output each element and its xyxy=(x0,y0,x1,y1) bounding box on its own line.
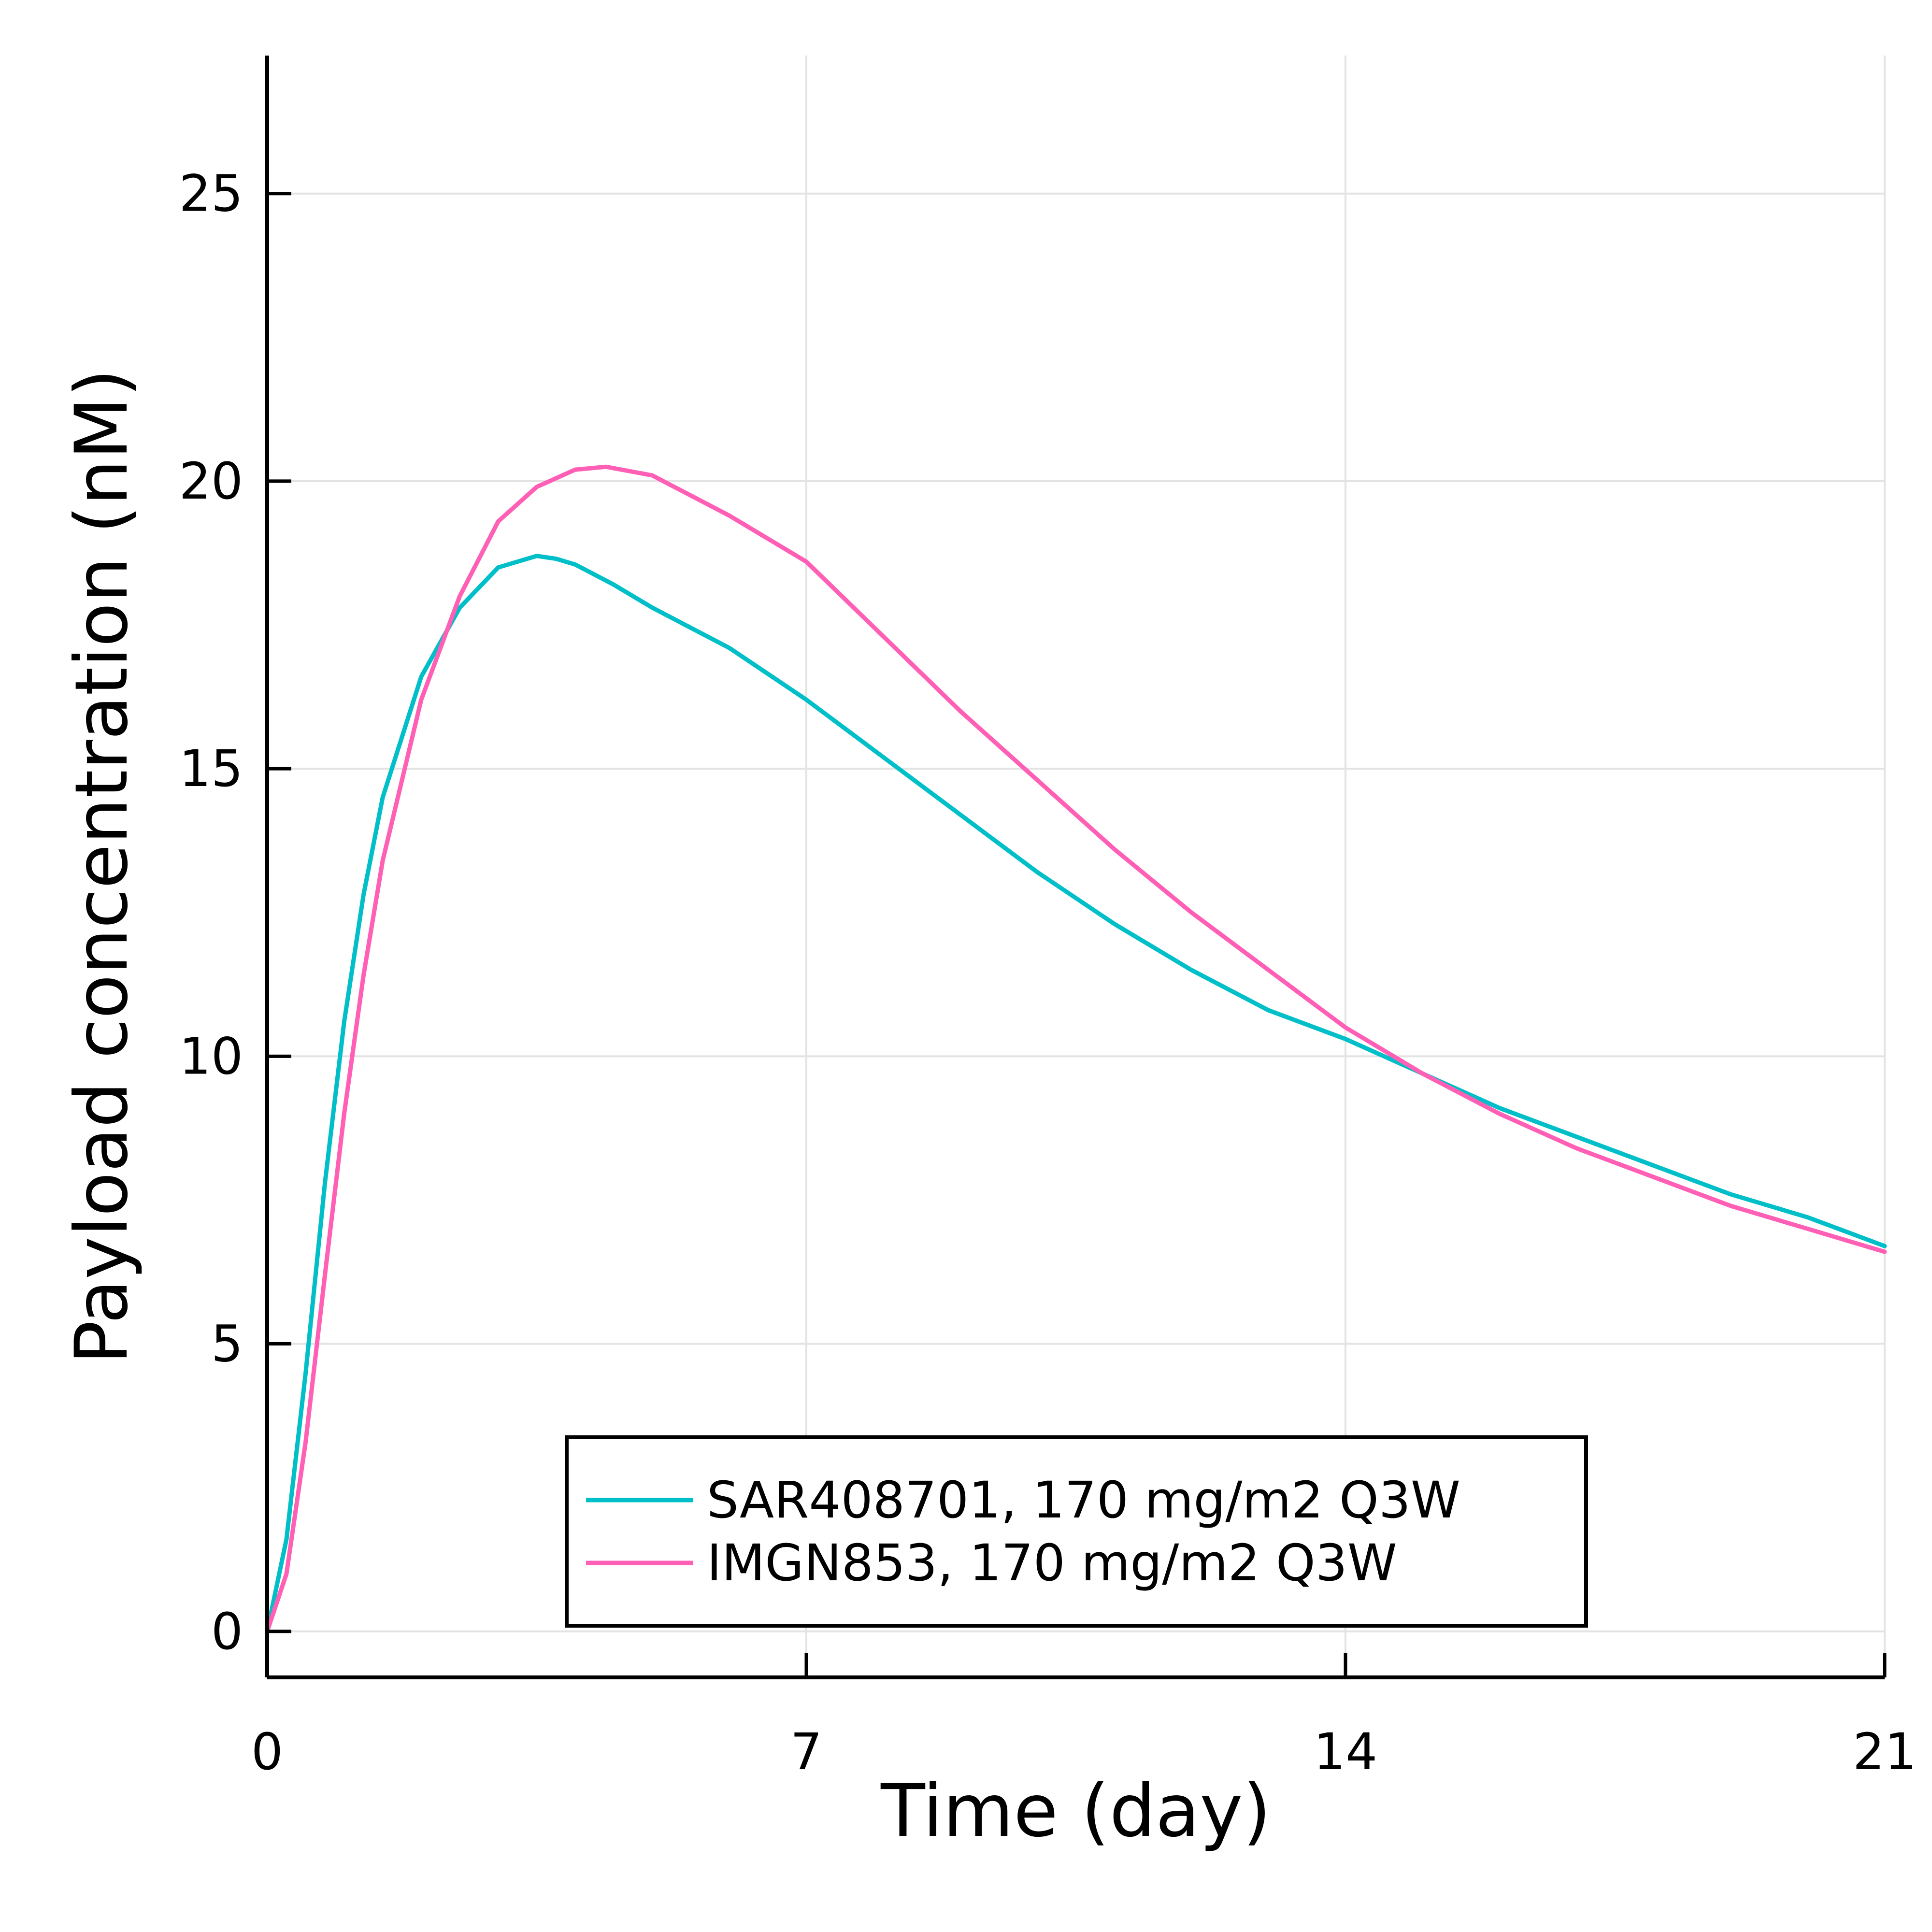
x-axis-title: Time (day) xyxy=(880,1769,1271,1853)
axes-layer xyxy=(265,56,1885,1679)
grid-layer xyxy=(266,56,1886,1677)
y-tick-label: 15 xyxy=(179,739,243,798)
y-tick-label: 0 xyxy=(211,1602,243,1661)
legend-box xyxy=(565,1435,1588,1628)
legend-label-1: SAR408701, 170 mg/m2 Q3W xyxy=(707,1471,1460,1530)
y-tick-label: 10 xyxy=(179,1027,243,1086)
series-layer xyxy=(265,464,1887,1634)
y-tick-label: 25 xyxy=(179,164,243,223)
x-tick-label: 21 xyxy=(1853,1722,1917,1781)
legend-label-2: IMGN853, 170 mg/m2 Q3W xyxy=(707,1533,1397,1592)
y-axis-title: Payload concentration (nM) xyxy=(60,369,144,1364)
series-line-2 xyxy=(265,464,1887,1634)
x-tick-label: 0 xyxy=(251,1722,283,1781)
y-tick-label: 20 xyxy=(179,452,243,511)
series-line-1 xyxy=(265,554,1887,1634)
x-tick-label: 7 xyxy=(790,1722,822,1781)
x-tick-label: 14 xyxy=(1314,1722,1377,1781)
ticks-layer: 0 7 14 21 0 5 10 15 20 25 xyxy=(179,164,1917,1781)
y-tick-label: 5 xyxy=(211,1315,243,1374)
